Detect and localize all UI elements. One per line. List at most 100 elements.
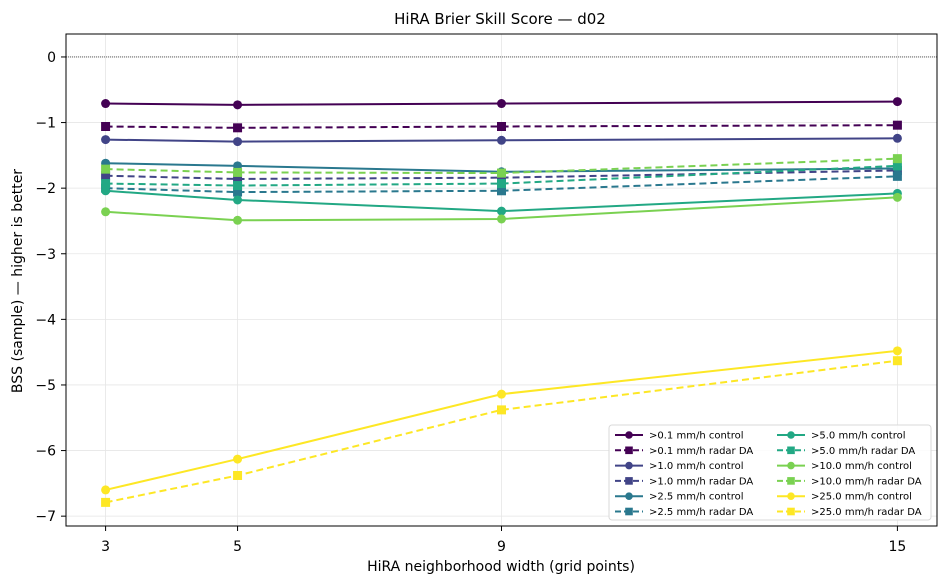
data-point (892, 171, 902, 181)
legend-item: >2.5 mm/h radar DA (615, 507, 753, 518)
data-point (101, 121, 111, 131)
legend-item: >2.5 mm/h control (615, 492, 744, 503)
y-tick-label: 0 (47, 50, 56, 66)
legend-label: >0.1 mm/h radar DA (649, 446, 753, 457)
y-tick-label: −2 (35, 181, 56, 197)
legend-label: >1.0 mm/h radar DA (649, 476, 753, 487)
y-tick-label: −7 (35, 509, 56, 525)
series-9 (101, 192, 902, 225)
legend-item: >1.0 mm/h radar DA (615, 476, 753, 487)
y-tick-label: −6 (35, 444, 56, 460)
data-point (497, 186, 506, 196)
series-12 (101, 356, 902, 507)
data-point (233, 470, 243, 480)
data-point (233, 181, 243, 191)
x-tick-label: 15 (888, 539, 906, 555)
legend-label: >1.0 mm/h control (649, 461, 744, 472)
legend-item: >5.0 mm/h radar DA (777, 446, 915, 457)
data-point (497, 206, 506, 216)
data-point (233, 137, 243, 147)
data-point (892, 161, 902, 171)
legend-swatch-marker (787, 492, 795, 501)
data-point (101, 485, 111, 495)
data-point (497, 173, 506, 183)
series-line (105, 359, 898, 504)
legend-label: >25.0 mm/h radar DA (811, 507, 922, 518)
data-point (101, 207, 111, 217)
chart-title: HiRA Brier Skill Score — d02 (394, 10, 606, 28)
series-line (105, 164, 898, 187)
data-point (233, 167, 243, 177)
series-3 (101, 133, 902, 147)
legend-swatch-marker (787, 477, 795, 485)
legend-swatch-marker (625, 431, 633, 439)
series-10 (101, 154, 902, 178)
x-tick-label: 5 (233, 539, 242, 555)
series-line (105, 196, 898, 222)
data-point (233, 454, 243, 464)
data-point (233, 195, 243, 205)
legend-swatch-marker (787, 446, 795, 455)
legend-label: >10.0 mm/h radar DA (811, 476, 922, 487)
data-point (892, 154, 902, 164)
series-line (105, 169, 898, 180)
data-point (497, 405, 506, 415)
data-point (892, 192, 902, 202)
data-point (497, 168, 506, 178)
data-point (892, 133, 902, 143)
series-line (105, 157, 898, 175)
data-point (497, 135, 506, 145)
data-point (233, 123, 243, 133)
y-tick-label: −3 (35, 247, 56, 263)
series-line (105, 189, 898, 213)
legend-item: >0.1 mm/h radar DA (615, 446, 753, 457)
legend-label: >2.5 mm/h control (649, 492, 744, 503)
data-point (101, 186, 111, 196)
legend: >0.1 mm/h control >0.1 mm/h radar DA >1.0 … (608, 424, 932, 521)
legend-swatch-marker (625, 446, 633, 455)
legend-label: >0.1 mm/h control (649, 431, 744, 442)
legend-item: >10.0 mm/h control (777, 461, 912, 472)
x-axis: 3 5 9 15 (101, 526, 906, 555)
data-point (233, 174, 243, 184)
data-point (497, 214, 506, 224)
data-point (497, 179, 506, 189)
x-tick-label: 9 (497, 539, 506, 555)
series-8 (101, 161, 902, 191)
legend-swatch-marker (787, 461, 795, 470)
series-line (105, 100, 898, 106)
data-point (101, 164, 111, 174)
legend-item: >25.0 mm/h control (777, 492, 912, 503)
data-point (497, 389, 506, 399)
series-line (105, 137, 898, 143)
series-2 (101, 120, 902, 133)
data-point (892, 97, 902, 107)
series-1 (101, 97, 902, 110)
legend-item: >10.0 mm/h radar DA (777, 476, 922, 487)
y-tick-label: −4 (35, 312, 56, 328)
data-point (497, 121, 506, 131)
legend-item: >0.1 mm/h control (615, 431, 744, 442)
legend-swatch-marker (787, 507, 795, 516)
series-layer (101, 97, 902, 507)
legend-swatch-marker (625, 492, 633, 501)
data-point (233, 215, 243, 225)
legend-swatch-marker (625, 477, 633, 485)
data-point (101, 135, 111, 145)
x-tick-label: 3 (101, 539, 110, 555)
series-line (105, 162, 898, 173)
data-point (101, 179, 111, 189)
data-point (233, 100, 243, 110)
legend-item: >25.0 mm/h radar DA (777, 507, 922, 518)
legend-label: >5.0 mm/h control (811, 431, 906, 442)
legend-label: >25.0 mm/h control (811, 492, 912, 503)
legend-label: >5.0 mm/h radar DA (811, 446, 915, 457)
data-point (101, 497, 111, 507)
y-axis-label: BSS (sample) — higher is better (10, 169, 26, 393)
legend-label: >2.5 mm/h radar DA (649, 507, 753, 518)
legend-item: >1.0 mm/h control (615, 461, 744, 472)
data-point (497, 99, 506, 109)
series-11 (101, 346, 902, 495)
legend-box (608, 424, 932, 521)
y-tick-label: −5 (35, 378, 56, 394)
